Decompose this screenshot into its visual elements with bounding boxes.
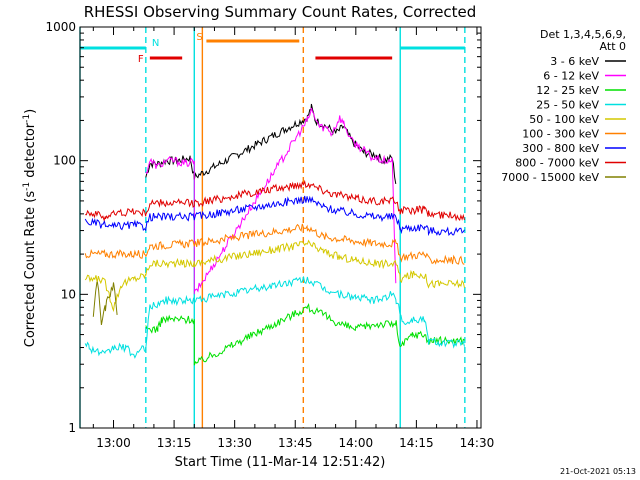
legend-label-1: 6 - 12 keV <box>543 70 599 83</box>
x-tick-label-1415: 14:15 <box>399 436 434 450</box>
series-line-100-300-kev <box>84 223 465 265</box>
y-axis-label: Corrected Count Rate (s-1 detector-1) <box>22 109 38 347</box>
legend-label-6: 300 - 800 keV <box>522 142 599 155</box>
legend-label-4: 50 - 100 keV <box>529 113 599 126</box>
x-tick-label-1400: 14:00 <box>339 436 374 450</box>
legend-label-7: 800 - 7000 keV <box>515 157 599 170</box>
x-tick-label-1430: 14:30 <box>460 436 495 450</box>
series-line-800-7000-kev <box>85 179 465 222</box>
legend-label-5: 100 - 300 keV <box>522 128 599 141</box>
series-layer <box>84 103 465 366</box>
series-line-6-12-kev <box>145 107 397 295</box>
legend-label-3: 25 - 50 keV <box>536 99 599 112</box>
legend-header-attenuator: Att 0 <box>600 40 626 53</box>
chart-title: RHESSI Observing Summary Count Rates, Co… <box>84 3 477 21</box>
x-axis: 13:00 13:15 13:30 13:45 14:00 14:15 14:30 <box>92 27 495 450</box>
y-axis: 1 10 100 1000 <box>45 20 481 435</box>
y-axis-label-mid: detector <box>23 122 38 182</box>
series-line-50-100-kev <box>84 239 465 313</box>
state-bars-layer: FN S <box>80 32 465 65</box>
y-axis-label-end: ) <box>23 109 38 114</box>
state-bar-label-f: F <box>138 54 144 65</box>
y-tick-label-100: 100 <box>53 154 76 168</box>
footer-date: 21-Oct-2021 05:13 <box>560 467 636 476</box>
legend-label-0: 3 - 6 keV <box>550 55 599 68</box>
series-line-7000-15000-kev <box>92 281 118 325</box>
y-tick-label-10: 10 <box>61 287 76 301</box>
series-line-25-50-kev <box>84 276 465 359</box>
y-tick-label-1000: 1000 <box>45 20 76 34</box>
y-axis-label-main: Corrected Count Rate (s <box>23 191 38 348</box>
state-bar-label-s: S <box>196 32 202 43</box>
series-line-12-25-kev <box>145 302 465 366</box>
legend-label-2: 12 - 25 keV <box>536 84 599 97</box>
plot-frame <box>79 26 482 429</box>
x-tick-label-1330: 13:30 <box>217 436 252 450</box>
x-tick-label-1300: 13:00 <box>96 436 131 450</box>
x-tick-label-1315: 13:15 <box>157 436 192 450</box>
legend-label-8: 7000 - 15000 keV <box>501 171 599 184</box>
series-line-300-800-kev <box>84 195 465 237</box>
series-line-3-6-kev <box>145 103 397 184</box>
legend-header-detectors: Det 1,3,4,5,6,9, <box>540 28 626 41</box>
x-tick-label-1345: 13:45 <box>278 436 313 450</box>
x-axis-label: Start Time (11-Mar-14 12:51:42) <box>175 455 386 470</box>
y-tick-label-1: 1 <box>68 421 76 435</box>
y-axis-label-sup-2: -1 <box>22 114 32 123</box>
y-axis-label-sup-1: -1 <box>22 182 32 191</box>
state-bar-label-n: N <box>152 38 159 49</box>
